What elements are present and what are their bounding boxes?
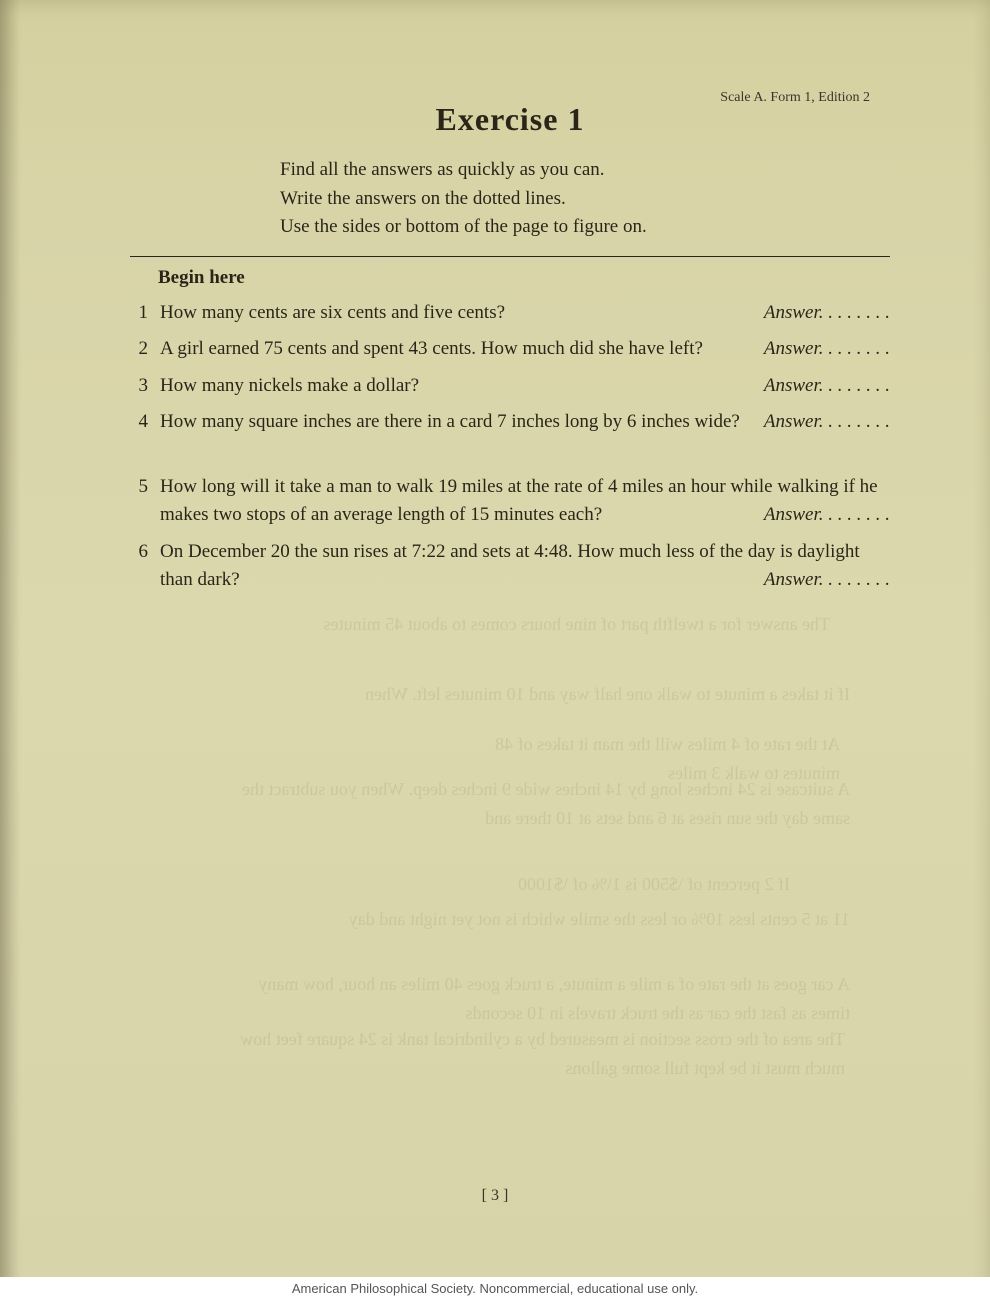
question-row: 5How long will it take a man to walk 19 …	[130, 473, 890, 530]
question-row: 1How many cents are six cents and five c…	[130, 299, 890, 328]
question-row: 4How many square inches are there in a c…	[130, 408, 890, 437]
question-row: 2A girl earned 75 cents and spent 43 cen…	[130, 335, 890, 364]
answer-label: Answer. . . . . . . .	[764, 501, 890, 530]
question-text: A girl earned 75 cents and spent 43 cent…	[160, 338, 703, 359]
question-text: How many cents are six cents and five ce…	[160, 302, 505, 323]
question-text-block: On December 20 the sun rises at 7:22 and…	[160, 538, 890, 595]
questions-list: 1How many cents are six cents and five c…	[130, 299, 890, 595]
question-text-block: How many cents are six cents and five ce…	[160, 299, 890, 328]
document-page: Scale A. Form 1, Edition 2 Exercise 1 Fi…	[0, 0, 990, 1300]
answer-label: Answer. . . . . . . .	[764, 408, 890, 437]
answer-label: Answer. . . . . . . .	[764, 566, 890, 595]
bleed-through-artifact: A suitcase is 24 inches long by 14 inche…	[230, 775, 850, 833]
instruction-line: Find all the answers as quickly as you c…	[280, 156, 890, 185]
question-text: On December 20 the sun rises at 7:22 and…	[160, 541, 860, 591]
question-row: 6On December 20 the sun rises at 7:22 an…	[130, 538, 890, 595]
question-row: 3How many nickels make a dollar? Answer.…	[130, 372, 890, 401]
instruction-line: Use the sides or bottom of the page to f…	[280, 213, 890, 242]
question-number: 1	[130, 299, 160, 328]
question-text-block: How many square inches are there in a ca…	[160, 408, 890, 437]
answer-label: Answer. . . . . . . .	[764, 299, 890, 328]
answer-label: Answer. . . . . . . .	[764, 335, 890, 364]
bleed-through-artifact: If it takes a minute to walk one half wa…	[250, 680, 850, 709]
question-text-block: How many nickels make a dollar? Answer. …	[160, 372, 890, 401]
question-gap	[130, 445, 890, 473]
exercise-title: Exercise 1	[130, 101, 890, 138]
divider-line	[130, 256, 890, 257]
bleed-through-artifact: At the rate of 4 miles will the man it t…	[440, 730, 840, 788]
image-caption: American Philosophical Society. Noncomme…	[0, 1277, 990, 1300]
answer-label: Answer. . . . . . . .	[764, 372, 890, 401]
question-text: How many nickels make a dollar?	[160, 375, 419, 396]
page-number: [ 3 ]	[0, 1187, 990, 1205]
instructions-block: Find all the answers as quickly as you c…	[130, 156, 890, 242]
bleed-through-artifact: A car goes at the rate of a mile a minut…	[230, 970, 850, 1028]
instruction-line: Write the answers on the dotted lines.	[280, 185, 890, 214]
begin-label: Begin here	[130, 267, 890, 289]
question-number: 4	[130, 408, 160, 437]
question-text-block: A girl earned 75 cents and spent 43 cent…	[160, 335, 890, 364]
bleed-through-artifact: The area of the cross section is measure…	[235, 1025, 845, 1083]
question-number: 6	[130, 538, 160, 567]
question-text: How many square inches are there in a ca…	[160, 411, 740, 432]
question-text-block: How long will it take a man to walk 19 m…	[160, 473, 890, 530]
question-number: 3	[130, 372, 160, 401]
bleed-through-artifact: The answer for a twelfth part of nine ho…	[280, 610, 830, 639]
bleed-through-artifact: 11 at 5 cents less 10% or less the smile…	[240, 905, 850, 934]
bleed-through-artifact: If 2 percent of \$500 is 1\% of \$1000	[440, 870, 790, 899]
question-number: 5	[130, 473, 160, 502]
question-number: 2	[130, 335, 160, 364]
